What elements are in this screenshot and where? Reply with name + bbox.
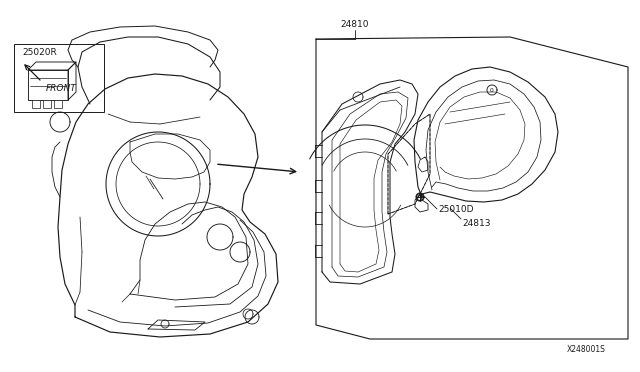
Text: FRONT: FRONT [46,84,77,93]
Text: 24813: 24813 [462,219,490,228]
Text: 25020R: 25020R [22,48,57,57]
Text: O: O [490,87,494,93]
Text: 24810: 24810 [340,20,369,29]
Text: 25010D: 25010D [438,205,474,214]
Bar [28,70,68,100]
Bar [14,44,104,112]
Bar [32,100,40,108]
Text: X248001S: X248001S [567,345,606,354]
Bar [43,100,51,108]
Bar [54,100,62,108]
